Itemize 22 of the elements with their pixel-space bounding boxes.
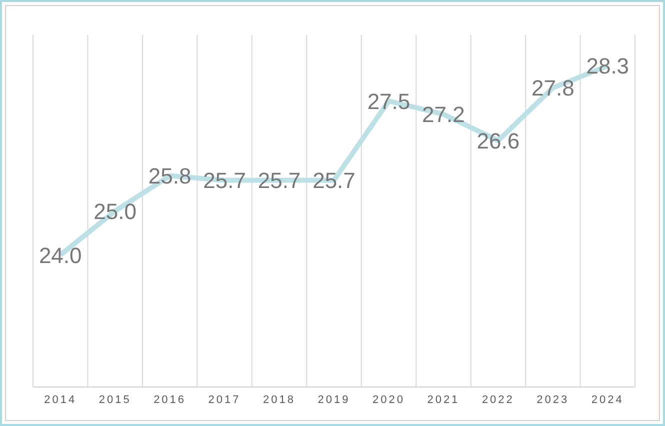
data-label: 28.3 <box>586 54 630 79</box>
data-label: 26.6 <box>476 128 520 154</box>
data-label: 25.0 <box>94 198 137 224</box>
x-tick-label: 2018 <box>263 394 296 406</box>
x-tick-label: 2016 <box>154 394 186 406</box>
data-label: 27.2 <box>422 102 465 128</box>
data-label: 25.7 <box>312 168 356 194</box>
x-tick-label: 2017 <box>208 394 241 406</box>
x-tick-label: 2023 <box>536 394 570 406</box>
x-tick-label: 2021 <box>427 394 460 406</box>
data-label: 25.7 <box>203 168 246 194</box>
x-tick-label: 2014 <box>44 394 77 406</box>
x-tick-label: 2022 <box>482 394 514 406</box>
data-label: 24.0 <box>38 242 82 268</box>
x-tick-label: 2019 <box>318 394 350 406</box>
data-label: 25.7 <box>258 168 301 194</box>
data-label: 27.8 <box>531 76 574 101</box>
data-label: 27.5 <box>367 88 410 114</box>
x-tick-label: 2020 <box>372 394 405 406</box>
x-tick-label: 2015 <box>98 394 132 406</box>
data-label: 25.8 <box>148 164 192 189</box>
x-tick-label: 2024 <box>591 394 624 406</box>
